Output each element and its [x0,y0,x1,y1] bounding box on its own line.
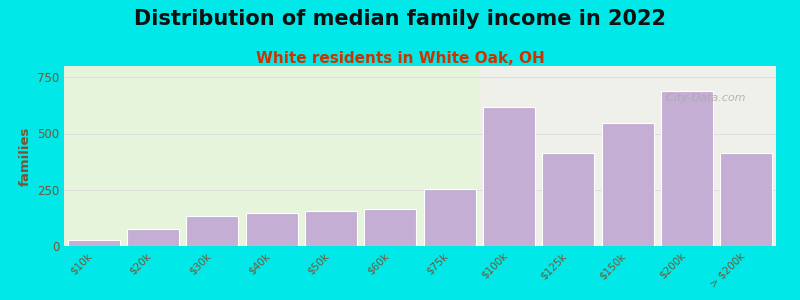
Bar [602,123,654,246]
Bar [483,106,535,246]
Bar [542,153,594,246]
Y-axis label: families: families [18,126,31,186]
Bar [364,209,417,246]
Bar [64,66,479,246]
Bar [186,216,238,246]
Bar [127,229,179,246]
Text: White residents in White Oak, OH: White residents in White Oak, OH [256,51,544,66]
Bar [67,240,120,246]
Bar [305,211,357,246]
Text: City-Data.com: City-Data.com [658,93,745,103]
Bar [246,213,298,246]
Bar [661,91,713,246]
Bar [423,189,476,246]
Text: Distribution of median family income in 2022: Distribution of median family income in … [134,9,666,29]
Bar [720,153,773,246]
